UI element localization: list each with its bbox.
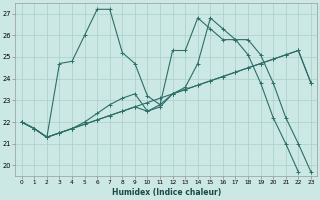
X-axis label: Humidex (Indice chaleur): Humidex (Indice chaleur) (112, 188, 221, 197)
